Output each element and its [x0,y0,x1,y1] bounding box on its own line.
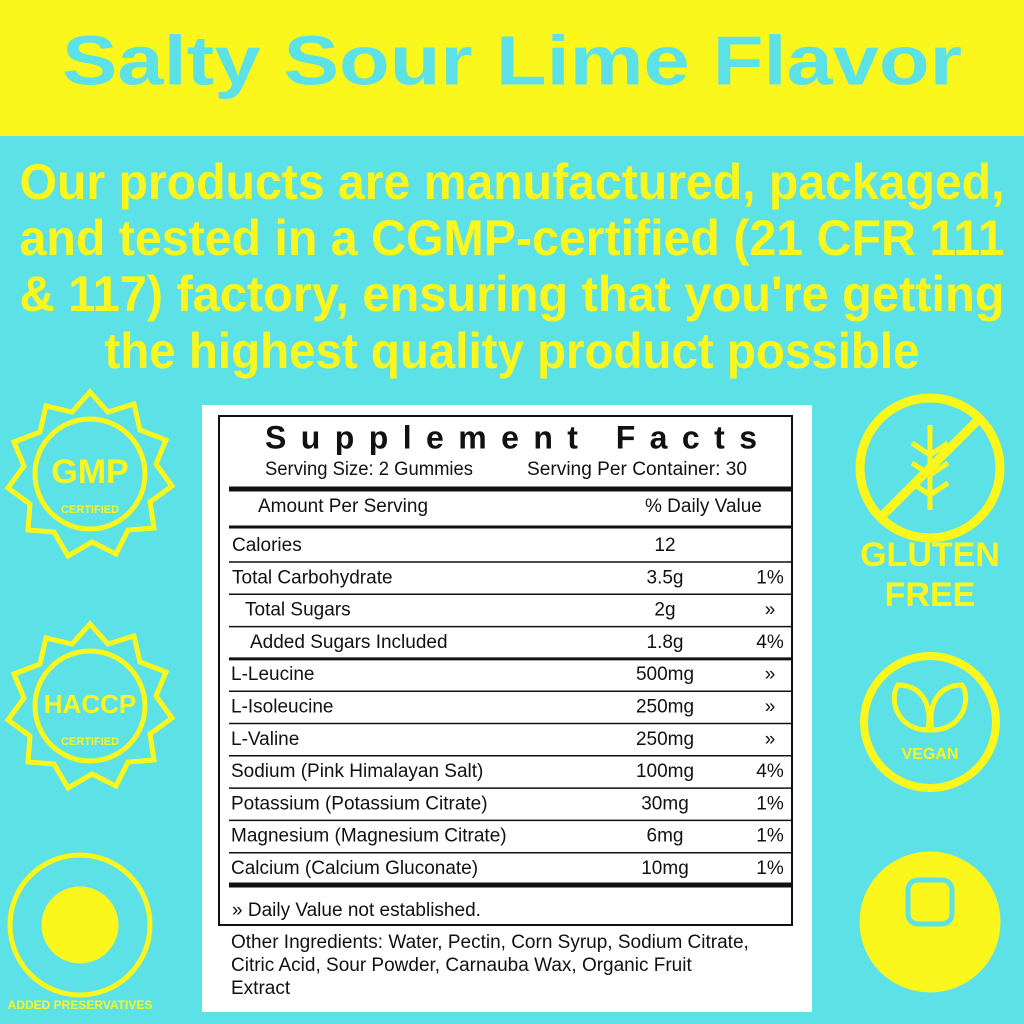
nutrient-amount: 500mg [636,664,694,685]
haccp-ring [32,648,148,764]
nutrient-dv: » [765,697,776,718]
intro-line: the highest quality product possible [105,323,920,379]
nutrient-dv: » [765,600,776,621]
nutrient-dv: » [765,664,776,685]
intro-line: Our products are manufactured, packaged, [20,154,1005,210]
badge-sub: ADDED PRESERVATIVES [8,998,153,1012]
facts-panel [202,405,812,1012]
nutrient-amount: 2g [654,600,675,621]
badge-label: VEGAN [902,746,959,763]
badge-label: HACCP [44,689,136,719]
nutrient-amount: 12 [654,535,675,556]
amount-header: Amount Per Serving [258,496,428,517]
nutrient-amount: 100mg [636,761,694,782]
serving-size: Serving Size: 2 Gummies [265,459,473,480]
intro-line: & 117) factory, ensuring that you're get… [20,266,1005,322]
ingredients-line: Other Ingredients: Water, Pectin, Corn S… [231,932,749,953]
footnote: » Daily Value not established. [232,900,481,921]
nutrient-dv: 1% [756,567,784,588]
nutrient-dv: 4% [756,761,784,782]
badge-sub: FREE [885,576,976,614]
nutrient-name: L-Valine [231,729,299,750]
badge-label: GLUTEN [860,536,1000,574]
leaf-icon [891,682,969,733]
title: Salty Sour Lime Flavor [62,21,962,99]
nutrient-name: Potassium (Potassium Citrate) [231,793,488,814]
no-circle [41,886,119,964]
dv-header: % Daily Value [645,496,762,517]
gmp-badge [4,388,176,560]
gmp-ring [32,416,148,532]
badge-sub: CERTIFIED [61,504,119,516]
nutrient-amount: 30mg [641,793,689,814]
nutrient-amount: 10mg [641,858,689,879]
nutrient-dv: 1% [756,793,784,814]
badge-shapes [4,388,1005,998]
ingredients-line: Citric Acid, Sour Powder, Carnauba Wax, … [231,955,692,976]
no-ring [7,852,153,998]
badge-sub: CERTIFIED [61,736,119,748]
nutrient-name: L-Isoleucine [231,697,333,718]
nutrient-amount: 250mg [636,729,694,750]
nutrient-amount: 250mg [636,697,694,718]
cow-icon [905,877,955,927]
nutrient-dv: 1% [756,826,784,847]
nutrient-name: Total Sugars [245,600,351,621]
facts-border [218,415,793,926]
nutrient-name: Total Carbohydrate [232,567,393,588]
nutrient-dv: 4% [756,632,784,653]
nutrient-name: Sodium (Pink Himalayan Salt) [231,761,483,782]
badge-labels: GMP CERTIFIED HACCP CERTIFIED NO ADDED PRESER… [8,453,1000,1012]
nutrient-amount: 1.8g [647,632,684,653]
servings: Serving Per Container: 30 [527,459,747,480]
nutrient-name: Calcium (Calcium Gluconate) [231,858,478,879]
badge-label: NO [58,909,103,942]
nutrient-name: L-Leucine [231,664,314,685]
intro-line: and tested in a CGMP-certified (21 CFR 1… [20,210,1005,266]
nutrient-name: Added Sugars Included [250,632,448,653]
vegan-ring [860,652,1000,792]
nutrient-amount: 6mg [647,826,684,847]
haccp-badge [4,620,176,792]
badge-label: DAIRY [905,942,955,959]
gluten-ring [855,393,1005,543]
ingredients-line: Extract [231,978,291,999]
nutrient-amount: 3.5g [647,567,684,588]
nutrient-dv: 1% [756,858,784,879]
nutrient-name: Calories [232,535,302,556]
nutrient-dv: » [765,729,776,750]
facts-title: Supplement Facts [265,419,757,455]
badge-sub: FREE [909,962,952,979]
intro: Our products are manufactured, packaged,… [20,154,1005,379]
nutrient-name: Magnesium (Magnesium Citrate) [231,826,507,847]
top-band [0,0,1024,136]
wheat-icon [910,425,950,510]
badge-label: GMP [51,453,128,491]
